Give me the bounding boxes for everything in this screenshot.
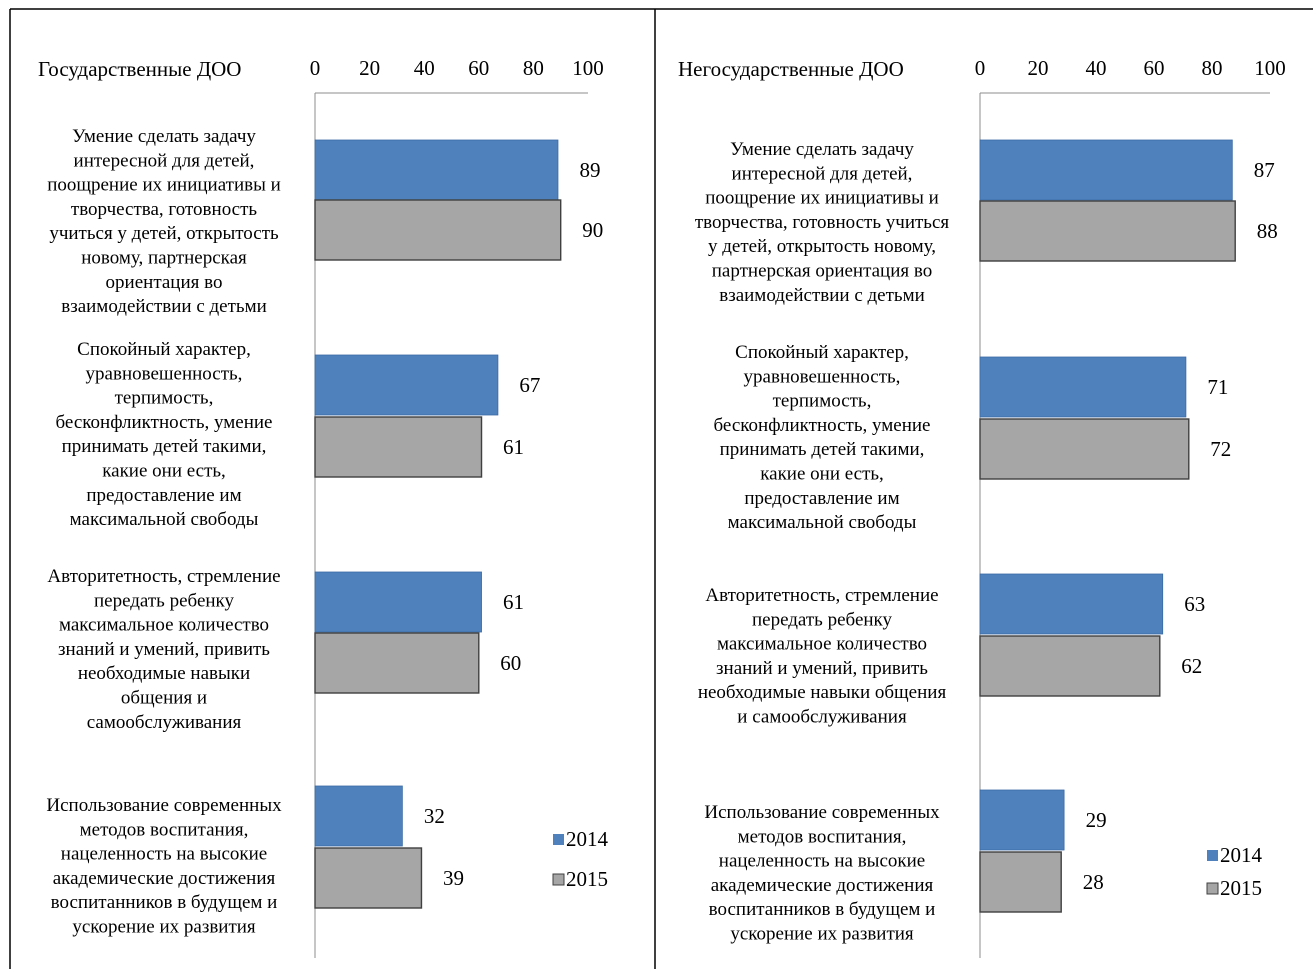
bar-2014 xyxy=(979,139,1233,201)
bar-2015 xyxy=(314,416,483,478)
data-label: 28 xyxy=(1083,870,1104,894)
category-label: Использование современных методов воспита… xyxy=(704,802,940,945)
bar-2014 xyxy=(314,354,499,416)
data-label: 61 xyxy=(503,590,524,614)
data-label: 62 xyxy=(1181,654,1202,678)
bar-2015 xyxy=(979,200,1236,262)
data-label: 60 xyxy=(500,651,521,675)
bar-2014 xyxy=(314,785,403,847)
legend-swatch-2014 xyxy=(1207,850,1218,861)
chart-title: Государственные ДОО xyxy=(38,57,241,81)
legend-swatch-2015 xyxy=(1206,882,1219,895)
x-tick-label: 100 xyxy=(572,56,604,80)
data-label: 72 xyxy=(1210,437,1231,461)
legend-swatch-2014 xyxy=(553,834,564,845)
bar-2015 xyxy=(979,851,1062,913)
x-tick-label: 40 xyxy=(414,56,435,80)
x-tick-label: 0 xyxy=(310,56,321,80)
x-tick-label: 80 xyxy=(1202,56,1223,80)
data-label: 90 xyxy=(582,218,603,242)
legend-label: 2015 xyxy=(1220,876,1262,900)
data-label: 63 xyxy=(1184,592,1205,616)
bar-2014 xyxy=(314,139,559,201)
bar-2015 xyxy=(979,418,1190,480)
chart-panel-state: Государственные ДОО 0 20 40 60 80 100 Умение сд… xyxy=(38,56,609,958)
bar-2014 xyxy=(314,571,482,633)
data-label: 89 xyxy=(579,158,600,182)
legend-label: 2014 xyxy=(566,827,609,851)
x-tick-label: 80 xyxy=(523,56,544,80)
category-label: Спокойный характер, уравновешенность, терп… xyxy=(714,342,931,533)
bar-2015 xyxy=(314,847,423,909)
x-tick-label: 0 xyxy=(975,56,986,80)
category-label: Спокойный характер, уравновешенность, терп… xyxy=(56,339,273,530)
x-tick-label: 20 xyxy=(359,56,380,80)
data-label: 39 xyxy=(443,866,464,890)
category-label: Умение сделать задачу интересной для дете… xyxy=(47,126,281,317)
data-label: 29 xyxy=(1086,808,1107,832)
legend-label: 2014 xyxy=(1220,843,1263,867)
x-tick-label: 40 xyxy=(1086,56,1107,80)
bar-2015 xyxy=(314,632,480,694)
data-label: 71 xyxy=(1207,375,1228,399)
bar-2014 xyxy=(979,356,1187,418)
chart-title: Негосударственные ДОО xyxy=(678,57,904,81)
category-label: Авторитетность, стремление передать ребен… xyxy=(698,585,947,728)
category-label: Авторитетность, стремление передать ребен… xyxy=(47,566,280,733)
category-label: Использование современных методов воспита… xyxy=(46,795,282,938)
bar-2015 xyxy=(979,635,1161,697)
data-label: 32 xyxy=(424,804,445,828)
x-tick-label: 20 xyxy=(1028,56,1049,80)
x-tick-label: 60 xyxy=(468,56,489,80)
data-label: 87 xyxy=(1254,158,1275,182)
data-label: 88 xyxy=(1257,219,1278,243)
data-label: 61 xyxy=(503,435,524,459)
legend-label: 2015 xyxy=(566,867,608,891)
bar-2015 xyxy=(314,199,562,261)
x-tick-label: 100 xyxy=(1254,56,1286,80)
bar-2014 xyxy=(979,789,1065,851)
figure-frame xyxy=(9,8,1313,969)
data-label: 67 xyxy=(519,373,540,397)
legend-swatch-2015 xyxy=(552,873,565,886)
category-label: Умение сделать задачу интересной для дете… xyxy=(695,139,950,306)
chart-panel-nonstate: Негосударственные ДОО 0 20 40 60 80 100 Умение … xyxy=(678,56,1286,958)
bar-2014 xyxy=(979,573,1164,635)
x-tick-label: 60 xyxy=(1144,56,1165,80)
